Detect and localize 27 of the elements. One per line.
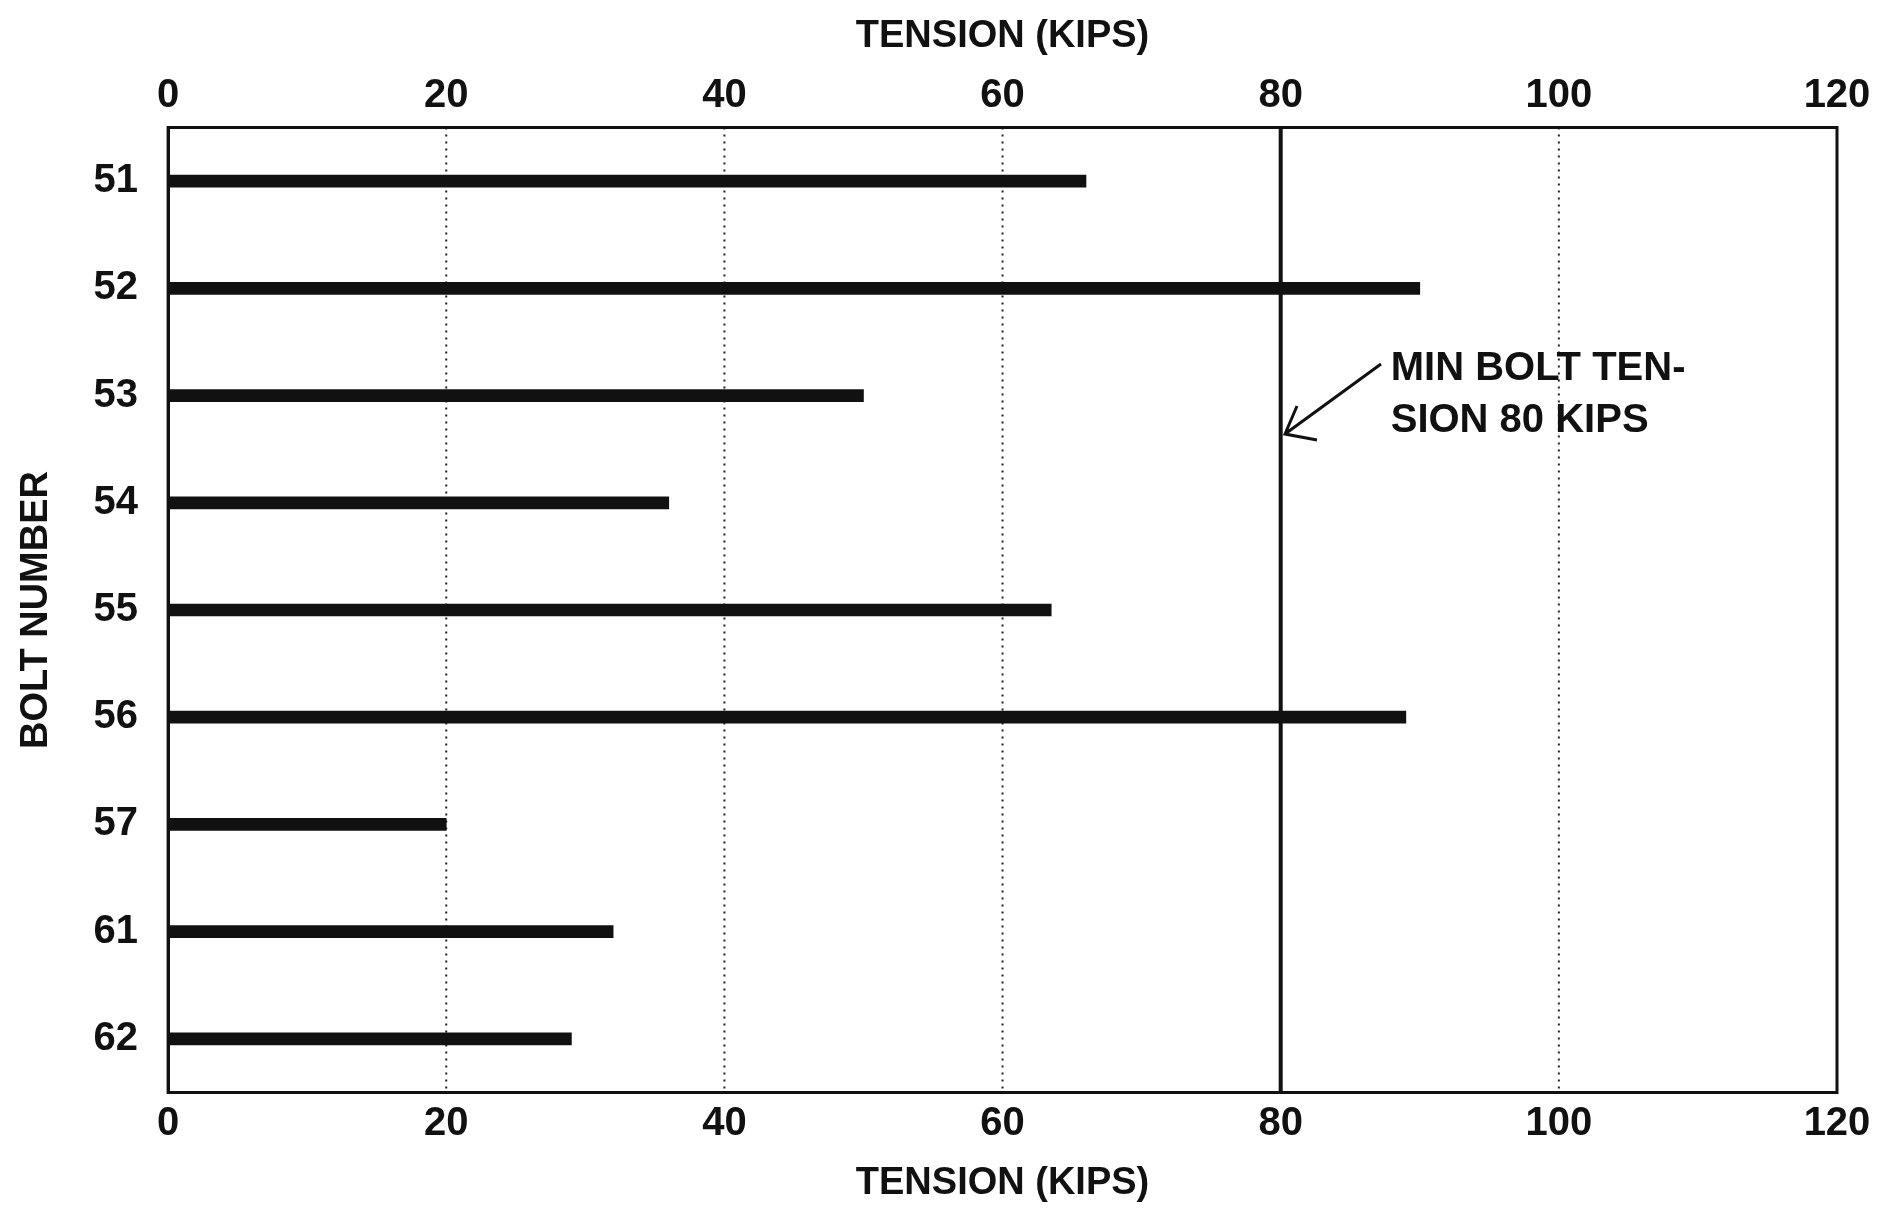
x-tick-label: 40 bbox=[702, 1099, 747, 1144]
x-tick-label: 100 bbox=[1525, 1099, 1593, 1144]
x2-tick-label: 40 bbox=[702, 70, 747, 115]
x-tick-label: 20 bbox=[423, 1099, 469, 1144]
x2-tick-label: 20 bbox=[423, 70, 469, 115]
x2-axis-title: TENSION (KIPS) bbox=[855, 13, 1150, 56]
x-tick-label: 80 bbox=[1258, 1099, 1303, 1144]
x2-tick-label: 80 bbox=[1258, 70, 1303, 115]
y-tick-label: 56 bbox=[93, 692, 139, 737]
x2-tick-label: 60 bbox=[980, 70, 1025, 115]
x2-tick-label: 120 bbox=[1803, 70, 1871, 115]
y-tick-label: 52 bbox=[93, 263, 139, 308]
x-tick-label: 0 bbox=[156, 1099, 180, 1144]
x-tick-label: 120 bbox=[1803, 1099, 1871, 1144]
x2-tick-label: 100 bbox=[1525, 70, 1593, 115]
y-tick-label: 51 bbox=[93, 156, 139, 201]
x-axis-title: TENSION (KIPS) bbox=[855, 1159, 1150, 1202]
y-tick-label: 54 bbox=[93, 477, 139, 522]
y-tick-label: 55 bbox=[93, 585, 139, 630]
x-tick-label: 60 bbox=[980, 1099, 1025, 1144]
y-axis-title: BOLT NUMBER bbox=[13, 471, 56, 749]
y-tick-label: 61 bbox=[93, 906, 139, 951]
ref-line-label: MIN BOLT TEN- SION 80 KIPS bbox=[1390, 343, 1686, 440]
y-tick-label: 53 bbox=[93, 370, 139, 415]
x2-tick-label: 0 bbox=[156, 70, 180, 115]
y-tick-label: 62 bbox=[93, 1013, 139, 1058]
y-tick-label: 57 bbox=[93, 799, 139, 844]
